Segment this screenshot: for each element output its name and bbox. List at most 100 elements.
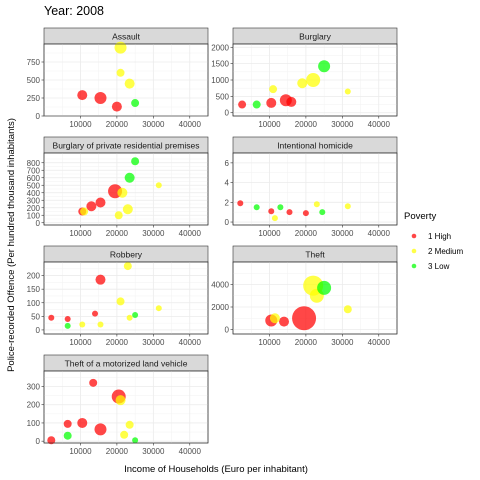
x-tick-label: 30000	[331, 120, 354, 129]
y-tick-label: 2000	[211, 303, 229, 312]
data-point	[306, 73, 321, 87]
data-point	[286, 209, 293, 216]
panel-background	[232, 152, 398, 226]
x-tick-label: 10000	[69, 338, 92, 347]
data-point	[131, 99, 140, 108]
data-point	[123, 262, 132, 271]
panel-border	[43, 370, 209, 444]
data-point	[252, 100, 261, 109]
data-point	[313, 201, 320, 208]
y-tick-label: 0	[36, 219, 41, 228]
y-tick-label: 0	[36, 326, 41, 335]
data-point	[97, 321, 104, 328]
y-tick-label: 600	[27, 174, 41, 183]
data-point	[319, 209, 326, 216]
y-tick-label: 0	[225, 109, 230, 118]
data-point	[115, 395, 126, 406]
facet-strip-label: Assault	[112, 32, 141, 42]
data-point	[317, 280, 332, 295]
x-tick-label: 40000	[179, 338, 202, 347]
x-tick-label: 20000	[106, 229, 129, 238]
data-point	[64, 316, 71, 323]
facet-panel: Robbery 0 50 100 150 200 10000 20000 30000 40000	[27, 245, 209, 347]
x-tick-label: 40000	[368, 229, 391, 238]
x-tick-label: 10000	[258, 120, 281, 129]
x-tick-label: 20000	[106, 120, 129, 129]
y-tick-label: 0	[36, 112, 41, 121]
x-tick-label: 10000	[258, 229, 281, 238]
facet-panel: Assault 0 250 500 750 10000 20000 30000 40000	[27, 27, 209, 129]
facet-strip-label: Burglary	[299, 32, 331, 42]
y-tick-label: 250	[27, 94, 41, 103]
data-point	[297, 78, 308, 89]
y-tick-label: 400	[27, 189, 41, 198]
y-tick-label: 1500	[211, 60, 229, 69]
data-point	[132, 437, 139, 444]
panel-background	[43, 261, 209, 335]
y-tick-label: 500	[216, 92, 230, 101]
y-tick-label: 1000	[211, 76, 229, 85]
legend-label: 3 Low	[428, 262, 450, 271]
data-point	[269, 313, 280, 324]
x-tick-label: 20000	[295, 229, 318, 238]
data-point	[131, 157, 140, 166]
x-tick-label: 10000	[69, 120, 92, 129]
y-tick-label: 150	[27, 285, 41, 294]
legend-label: 2 Medium	[428, 247, 463, 256]
data-point	[117, 187, 128, 198]
legend-title: Poverty	[404, 211, 436, 222]
data-point	[77, 417, 88, 428]
data-point	[125, 420, 134, 429]
y-tick-label: 300	[27, 382, 41, 391]
facet-strip-label: Burglary of private residential premises	[53, 141, 200, 151]
y-tick-label: 500	[27, 76, 41, 85]
y-tick-label: 750	[27, 58, 41, 67]
legend: Poverty 1 High 2 Medium 3 Low	[404, 211, 463, 271]
data-point	[124, 78, 135, 89]
data-point	[47, 436, 56, 445]
data-point	[318, 60, 331, 73]
data-point	[120, 430, 129, 439]
panel-border	[43, 43, 209, 117]
y-tick-label: 50	[31, 312, 40, 321]
y-tick-label: 200	[27, 272, 41, 281]
data-point	[79, 321, 86, 328]
data-point	[268, 208, 275, 215]
panel-border	[43, 261, 209, 335]
y-tick-label: 0	[225, 326, 230, 335]
x-tick-label: 30000	[142, 338, 165, 347]
y-tick-label: 300	[27, 196, 41, 205]
data-point	[86, 201, 97, 212]
data-point	[94, 423, 107, 436]
y-tick-label: 200	[27, 204, 41, 213]
legend-key	[411, 263, 417, 269]
data-point	[77, 90, 88, 101]
data-point	[132, 311, 139, 318]
data-point	[237, 200, 244, 207]
x-tick-label: 40000	[368, 120, 391, 129]
y-tick-label: 0	[36, 437, 41, 446]
x-tick-label: 10000	[69, 229, 92, 238]
data-point	[286, 96, 297, 107]
panel-border	[232, 152, 398, 226]
data-point	[155, 182, 162, 189]
x-tick-label: 10000	[258, 338, 281, 347]
y-tick-label: 200	[27, 401, 41, 410]
data-point	[279, 316, 290, 327]
data-point	[111, 101, 122, 112]
data-point	[155, 305, 162, 312]
data-point	[95, 274, 106, 285]
data-point	[89, 378, 98, 387]
x-tick-label: 30000	[142, 120, 165, 129]
data-point	[114, 41, 127, 54]
data-point	[63, 431, 72, 440]
x-tick-label: 40000	[179, 120, 202, 129]
x-tick-label: 30000	[331, 229, 354, 238]
y-tick-label: 0	[225, 218, 230, 227]
data-point	[92, 310, 99, 317]
data-point	[269, 85, 278, 94]
data-point	[63, 419, 72, 428]
data-point	[277, 204, 284, 211]
facet-strip-label: Robbery	[110, 250, 143, 260]
